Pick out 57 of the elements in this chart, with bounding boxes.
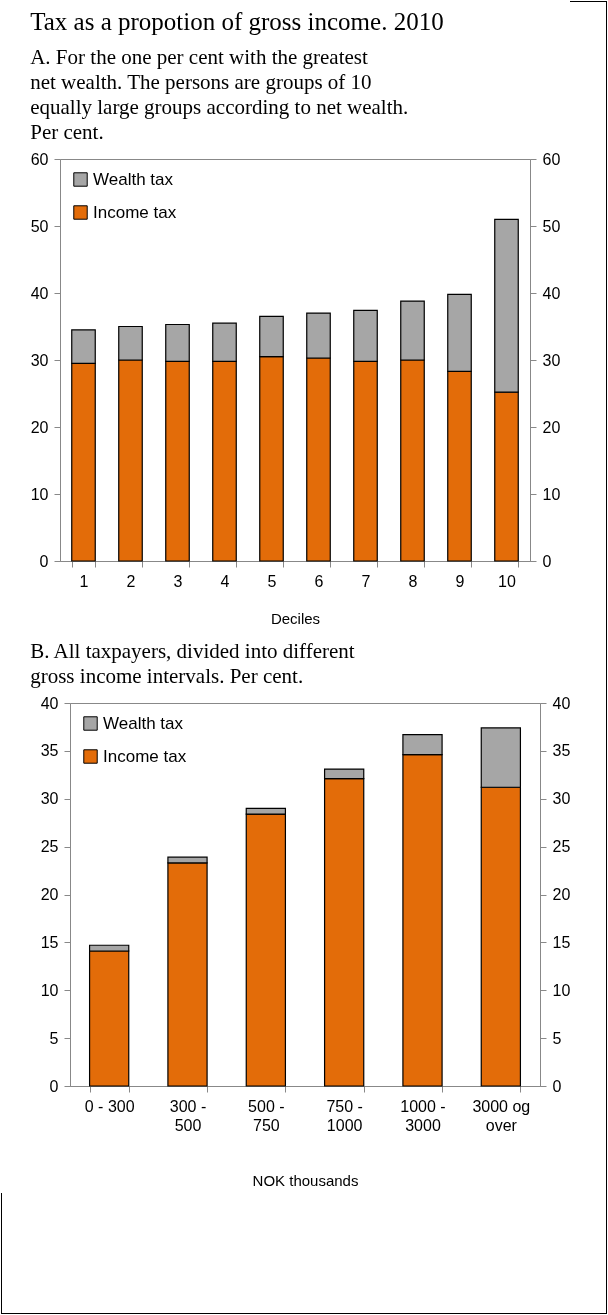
x-tick-label: 2 <box>126 572 136 590</box>
chart-subtitle: A. For the one per cent with the greatest net wealth. The persons are groups of 10 equally large groups according to net wealth. Per cent. <box>30 45 409 144</box>
y2-tick-label: 30 <box>552 790 571 808</box>
x-tick-label: 1 <box>79 572 89 590</box>
x-tick-label: 3000 og over <box>472 1097 531 1134</box>
x-tick-label: 300 - 500 <box>169 1097 207 1134</box>
y-tick-label: 10 <box>30 485 49 503</box>
y-tick-label: 10 <box>40 981 59 999</box>
y2-tick-label: 0 <box>542 552 552 570</box>
y-tick-label: 40 <box>40 694 59 712</box>
y-tick-label: 0 <box>49 1077 59 1095</box>
x-tick-label: 4 <box>220 572 230 590</box>
x-tick-label: 10 <box>498 572 516 590</box>
y2-tick-label: 15 <box>552 933 571 951</box>
x-axis-title: NOK thousands <box>252 1171 359 1189</box>
y-tick-label: 5 <box>49 1029 59 1047</box>
legend-label: Wealth tax <box>93 169 174 189</box>
y-tick-label: 15 <box>40 933 59 951</box>
y2-tick-label: 20 <box>542 418 561 436</box>
y2-tick-label: 10 <box>542 485 561 503</box>
y2-tick-label: 30 <box>542 351 561 369</box>
y-tick-label: 30 <box>30 351 49 369</box>
y2-tick-label: 25 <box>552 838 571 856</box>
chart-title: Tax as a propotion of gross income. 2010 <box>30 8 444 35</box>
y-tick-label: 25 <box>40 838 59 856</box>
y2-tick-label: 20 <box>552 886 571 903</box>
y2-tick-label: 35 <box>552 742 571 760</box>
chart-title: B. All taxpayers, divided into different gross income intervals. Per cent. <box>30 639 355 688</box>
x-tick-label: 7 <box>361 572 371 590</box>
x-tick-label: 1000 - 3000 <box>400 1097 446 1134</box>
y2-tick-label: 40 <box>542 284 561 302</box>
y-tick-label: 0 <box>39 552 49 570</box>
legend-label: Wealth tax <box>103 713 184 733</box>
x-tick-label: 3 <box>173 572 183 590</box>
x-tick-label: 8 <box>408 572 418 590</box>
x-tick-label: 9 <box>455 572 465 590</box>
y2-tick-label: 50 <box>542 217 561 235</box>
x-tick-label: 6 <box>314 572 324 590</box>
y-tick-label: 20 <box>30 418 49 436</box>
y-tick-label: 40 <box>30 284 49 302</box>
y2-tick-label: 60 <box>542 150 561 168</box>
y-tick-label: 20 <box>40 886 59 903</box>
x-tick-label: 750 - 1000 <box>326 1097 363 1134</box>
legend-label: Income tax <box>103 746 187 766</box>
y2-tick-label: 5 <box>552 1029 562 1047</box>
legend-label: Income tax <box>93 202 177 222</box>
x-tick-label: 500 - 750 <box>248 1097 285 1134</box>
x-tick-label: 5 <box>267 572 277 590</box>
x-axis-title: Deciles <box>270 609 321 627</box>
y2-tick-label: 40 <box>552 694 571 712</box>
y-tick-label: 60 <box>30 150 49 168</box>
x-tick-label: 0 - 300 <box>84 1097 135 1115</box>
y2-tick-label: 10 <box>552 981 571 999</box>
y2-tick-label: 0 <box>552 1077 562 1095</box>
y-tick-label: 35 <box>40 742 59 760</box>
y-tick-label: 50 <box>30 217 49 235</box>
y-tick-label: 30 <box>40 790 59 808</box>
